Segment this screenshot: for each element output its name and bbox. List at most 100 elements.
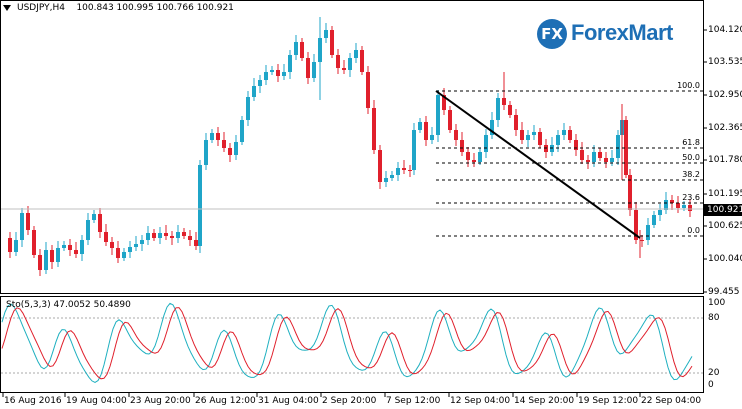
candle-body bbox=[366, 72, 370, 108]
candle-body bbox=[110, 242, 114, 248]
candle-body bbox=[538, 132, 542, 145]
candle-body bbox=[562, 130, 566, 135]
candle-body bbox=[436, 95, 440, 135]
candle-body bbox=[32, 230, 36, 255]
candle-body bbox=[580, 150, 584, 160]
candle-body bbox=[676, 203, 680, 208]
candle-body bbox=[68, 245, 72, 250]
candle-body bbox=[360, 50, 364, 72]
candle-body bbox=[574, 140, 578, 150]
chart-header: USDJPY,H4 100.843 100.995 100.766 100.92… bbox=[17, 3, 234, 13]
current-price-label: 100.921 bbox=[704, 204, 742, 216]
candle-body bbox=[592, 152, 596, 162]
symbol-dropdown-icon[interactable] bbox=[3, 5, 11, 11]
price-tick-label: 103.535 bbox=[708, 57, 742, 67]
time-tick-label: 16 Aug 2016 bbox=[4, 396, 62, 406]
candle-body bbox=[324, 30, 328, 38]
candle-body bbox=[598, 152, 602, 158]
candle-body bbox=[568, 130, 572, 140]
candle-body bbox=[38, 255, 42, 270]
candle-body bbox=[216, 133, 220, 140]
candle-body bbox=[682, 205, 686, 208]
candle-body bbox=[50, 250, 54, 262]
candle-body bbox=[152, 233, 156, 238]
candle-body bbox=[282, 72, 286, 76]
candle-body bbox=[454, 130, 458, 140]
fibonacci-level-label: 38.2 bbox=[682, 170, 700, 179]
candle-body bbox=[418, 122, 422, 130]
candle-body bbox=[104, 232, 108, 242]
candle-body bbox=[556, 135, 560, 145]
candle-body bbox=[616, 135, 620, 158]
candle-body bbox=[624, 120, 628, 175]
candle-body bbox=[56, 248, 60, 262]
candle-body bbox=[44, 250, 48, 270]
fibonacci-level-label: 100.0 bbox=[677, 81, 700, 90]
time-tick-label: 12 Sep 04:00 bbox=[450, 396, 511, 406]
candle-body bbox=[86, 220, 90, 240]
candle-body bbox=[472, 160, 476, 162]
price-tick-label: 102.950 bbox=[708, 90, 742, 100]
candle-body bbox=[188, 236, 192, 240]
candle-body bbox=[14, 240, 18, 252]
candle-body bbox=[466, 152, 470, 160]
price-chart-pane[interactable] bbox=[0, 0, 704, 294]
price-tick-label: 104.120 bbox=[708, 25, 742, 35]
fibonacci-trendline bbox=[435, 90, 641, 239]
candle-body bbox=[270, 70, 274, 72]
candle-body bbox=[74, 250, 78, 254]
candle-body bbox=[228, 148, 232, 155]
candle-body bbox=[92, 214, 96, 220]
stochastic-tick-label: 0 bbox=[708, 380, 714, 390]
candle-body bbox=[484, 135, 488, 152]
candle-body bbox=[258, 80, 262, 86]
candle-body bbox=[252, 86, 256, 97]
candle-body bbox=[246, 97, 250, 120]
candle-body bbox=[194, 240, 198, 246]
price-tick-label: 100.625 bbox=[708, 221, 742, 231]
candle-body bbox=[300, 42, 304, 58]
stochastic-tick-label: 80 bbox=[708, 313, 720, 323]
ohlc-values: 100.843 100.995 100.766 100.921 bbox=[76, 3, 234, 13]
candle-body bbox=[128, 247, 132, 252]
time-tick-label: 31 Aug 04:00 bbox=[258, 396, 319, 406]
candle-body bbox=[80, 240, 84, 254]
fibonacci-level-label: 23.6 bbox=[682, 193, 700, 202]
candle-body bbox=[412, 130, 416, 170]
stochastic-tick-label: 20 bbox=[708, 368, 720, 378]
candle-body bbox=[140, 240, 144, 244]
candle-body bbox=[348, 58, 352, 70]
candle-body bbox=[158, 233, 162, 238]
time-tick-label: 14 Sep 20:00 bbox=[514, 396, 575, 406]
candle-body bbox=[26, 213, 30, 230]
candle-body bbox=[408, 170, 412, 171]
price-tick-label: 99.455 bbox=[708, 287, 740, 297]
price-tick-label: 101.195 bbox=[708, 189, 742, 199]
candle-body bbox=[478, 152, 482, 162]
candle-body bbox=[182, 232, 186, 236]
candle-body bbox=[430, 135, 434, 140]
candle-body bbox=[336, 55, 340, 68]
candle-body bbox=[652, 215, 656, 225]
candle-body bbox=[62, 245, 66, 248]
forexmart-logo: FX ForexMart bbox=[537, 17, 697, 53]
candle-body bbox=[384, 178, 388, 182]
stochastic-title: Sto(5,3,3) 47.0052 50.4890 bbox=[6, 300, 131, 310]
candle-body bbox=[520, 130, 524, 140]
time-tick-label: 26 Aug 12:00 bbox=[195, 396, 256, 406]
price-tick-label: 102.365 bbox=[708, 123, 742, 133]
candle-body bbox=[210, 133, 214, 140]
candle-body bbox=[234, 142, 238, 155]
candle-body bbox=[688, 205, 692, 211]
candle-body bbox=[288, 55, 292, 72]
candle-body bbox=[634, 210, 638, 240]
candle-body bbox=[276, 70, 280, 76]
candle-body bbox=[98, 214, 102, 232]
candle-body bbox=[496, 98, 500, 120]
candle-body bbox=[330, 30, 334, 55]
candle-body bbox=[610, 158, 614, 162]
stochastic-signal-line bbox=[1, 307, 693, 380]
candle-body bbox=[526, 135, 530, 140]
